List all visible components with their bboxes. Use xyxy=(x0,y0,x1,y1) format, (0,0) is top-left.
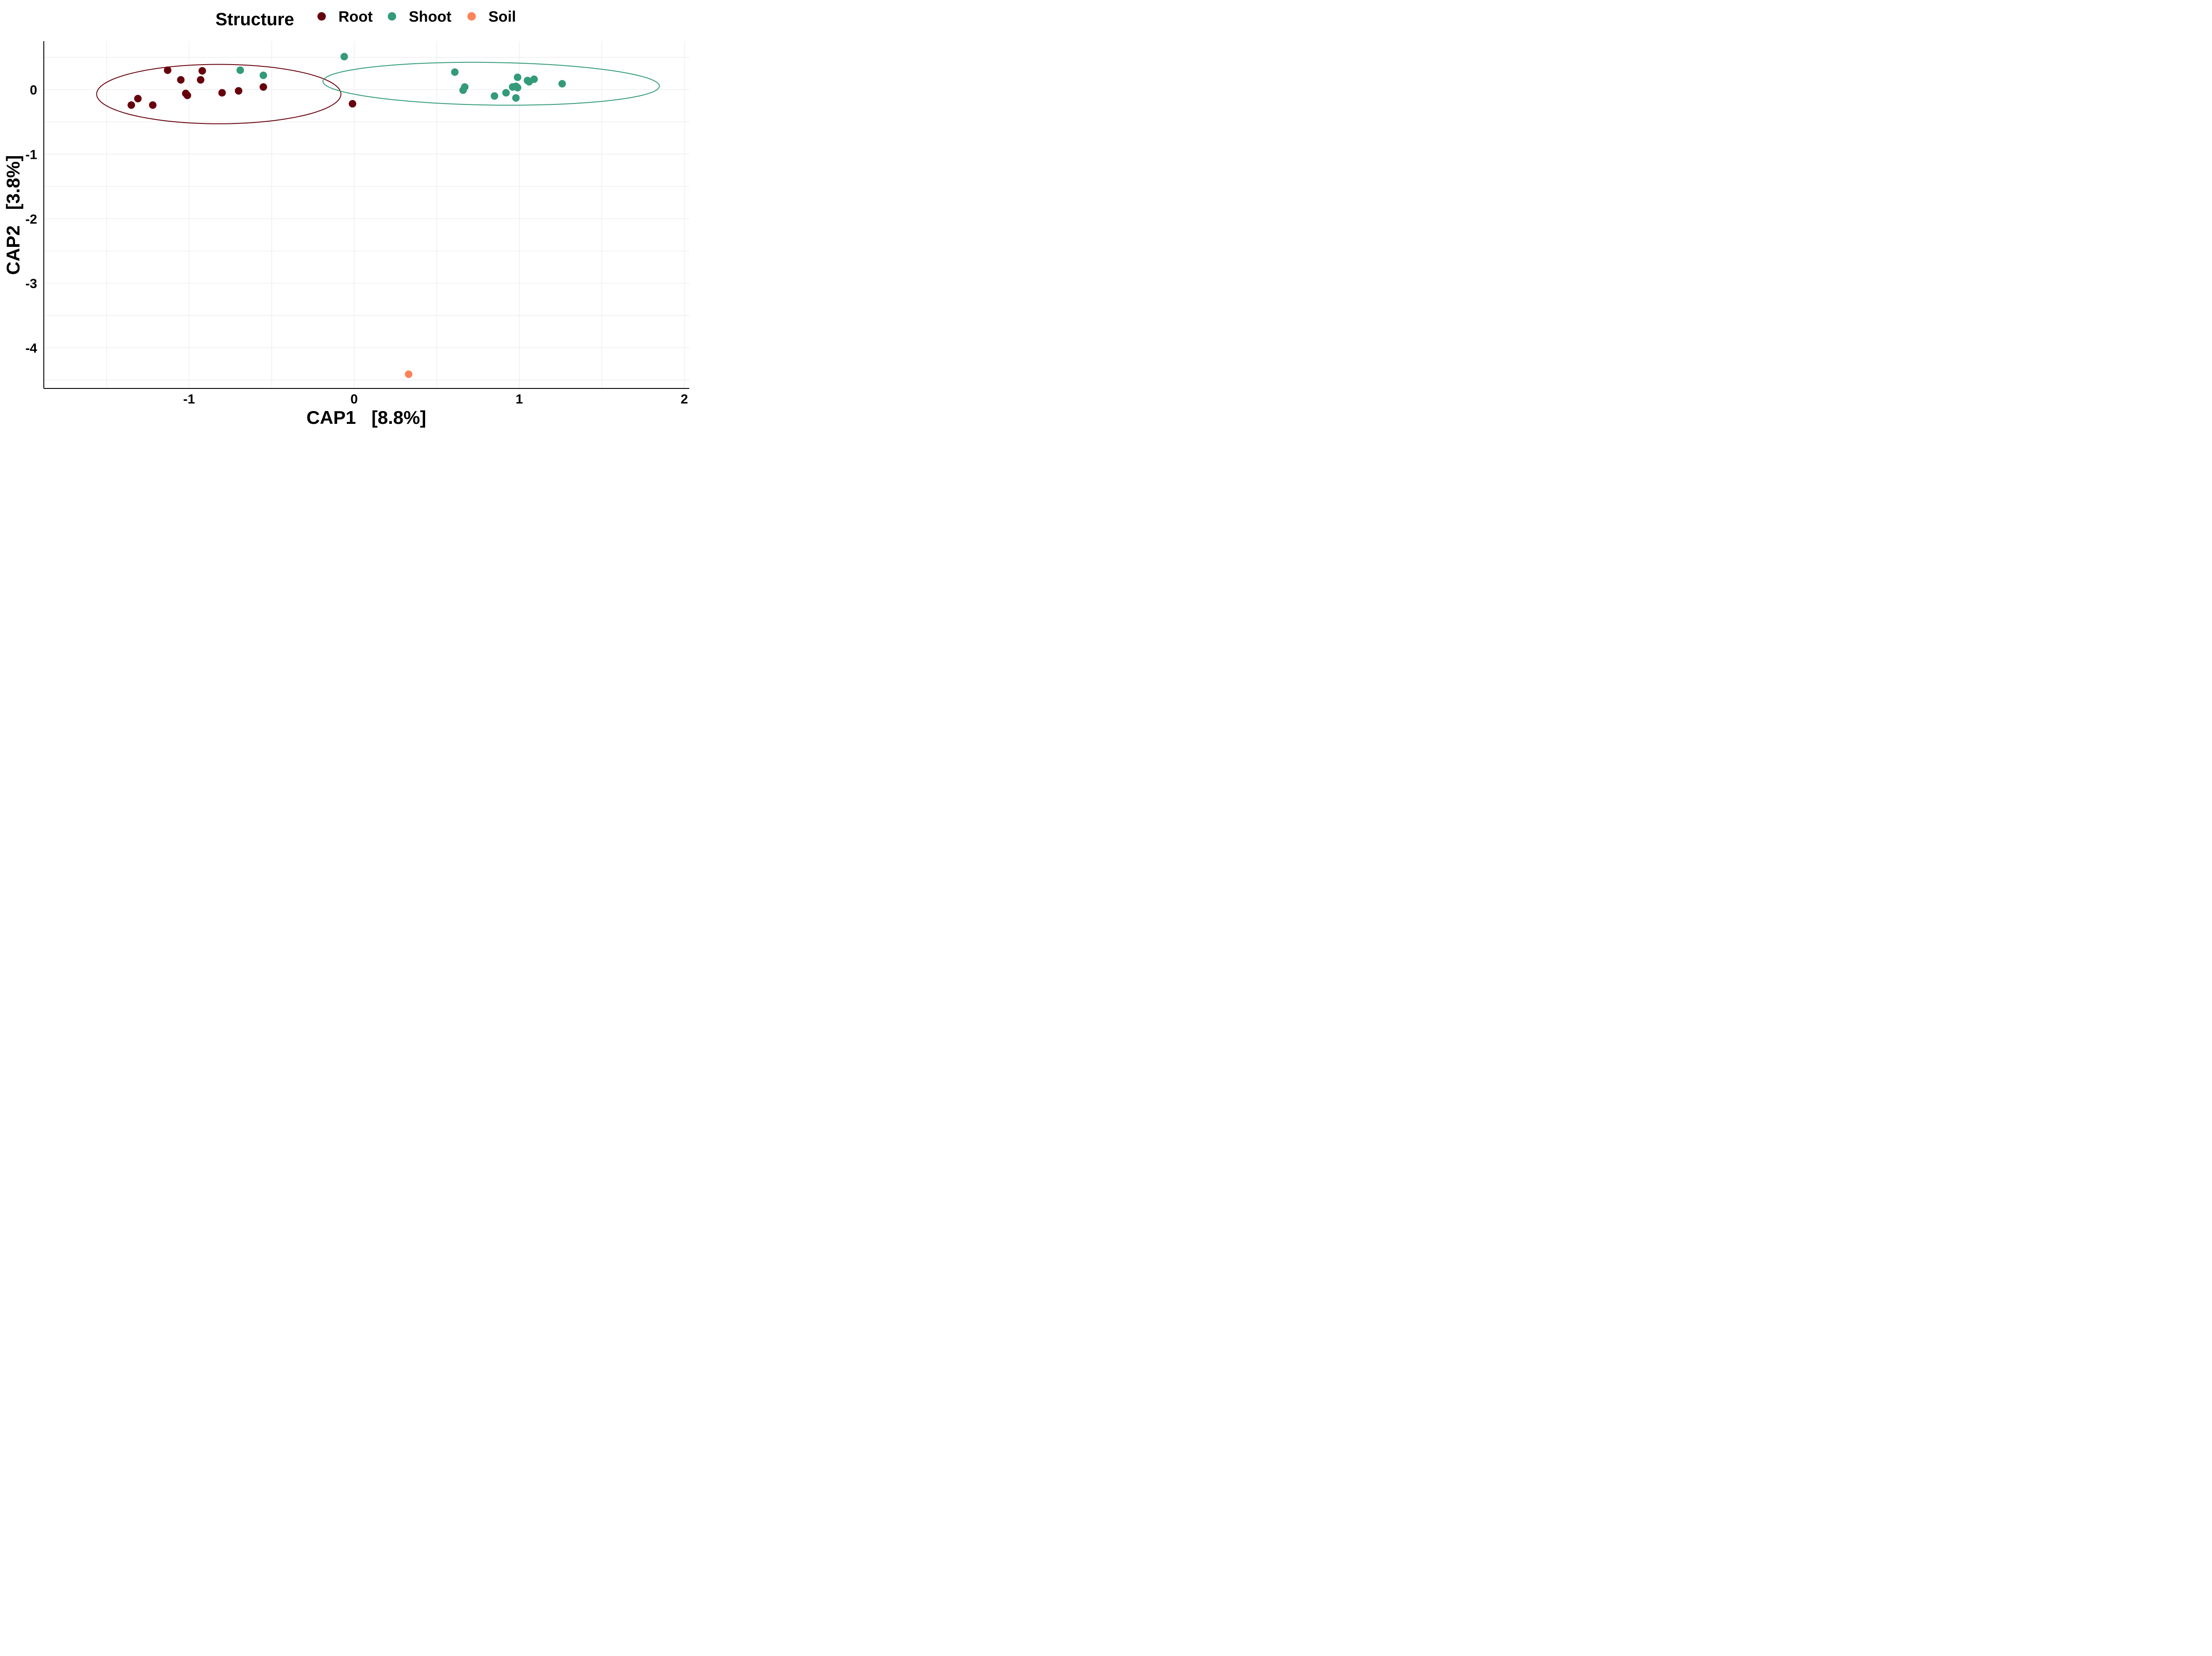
point-root xyxy=(197,76,204,84)
point-shoot xyxy=(512,94,520,102)
x-axis-title: CAP1 [8.8%] xyxy=(307,407,426,428)
point-shoot xyxy=(530,75,538,83)
legend-title: Structure xyxy=(215,10,294,29)
point-root xyxy=(149,101,157,109)
y-tick-label: -2 xyxy=(25,212,37,227)
legend-label-soil: Soil xyxy=(488,8,516,25)
point-root xyxy=(127,101,135,109)
point-root xyxy=(234,87,242,95)
point-root xyxy=(349,100,357,108)
point-shoot xyxy=(491,92,499,100)
point-shoot xyxy=(451,68,459,76)
y-tick-labels: 0 -1 -2 -3 -4 xyxy=(25,83,37,356)
point-soil xyxy=(405,370,413,378)
legend-key-soil xyxy=(467,12,476,21)
point-root xyxy=(198,67,206,75)
x-tick-label: 0 xyxy=(350,392,358,407)
x-tick-label: 1 xyxy=(515,392,523,407)
y-tick-label: 0 xyxy=(30,83,37,97)
point-shoot xyxy=(514,73,522,81)
x-tick-label: 2 xyxy=(680,392,688,407)
point-shoot xyxy=(259,71,267,79)
y-tick-label: -4 xyxy=(25,341,37,356)
x-tick-label: -1 xyxy=(183,392,195,407)
point-root xyxy=(177,76,185,84)
ellipse-root xyxy=(96,64,342,124)
legend-key-root xyxy=(317,12,326,21)
legend-label-root: Root xyxy=(338,8,373,25)
point-root xyxy=(259,83,267,91)
point-root xyxy=(134,95,142,103)
point-shoot xyxy=(558,80,566,88)
point-root xyxy=(164,66,172,74)
point-root xyxy=(184,92,192,100)
legend-label-shoot: Shoot xyxy=(409,8,451,25)
grid-lines xyxy=(44,41,689,388)
point-shoot xyxy=(502,89,510,97)
point-shoot xyxy=(459,86,467,94)
point-root xyxy=(218,89,226,97)
point-shoot xyxy=(236,66,244,74)
x-tick-labels: -1 0 1 2 xyxy=(183,392,688,407)
y-tick-label: -3 xyxy=(25,277,37,291)
ellipse-shoot xyxy=(322,61,660,106)
confidence-ellipses xyxy=(96,61,660,124)
cap-scatter-chart: -1 0 1 2 0-1-2-3-4 CAP1 [8.8%] CAP2 [3.8%] … xyxy=(3,8,689,428)
y-tick-label: -1 xyxy=(25,147,37,162)
legend-key-shoot xyxy=(388,12,396,21)
point-shoot xyxy=(340,53,348,61)
y-axis-title: CAP2 [3.8%] xyxy=(3,155,23,275)
axes xyxy=(43,41,689,389)
data-points xyxy=(127,53,566,378)
point-shoot xyxy=(514,84,522,92)
legend: Structure Root Shoot Soil xyxy=(215,8,516,29)
